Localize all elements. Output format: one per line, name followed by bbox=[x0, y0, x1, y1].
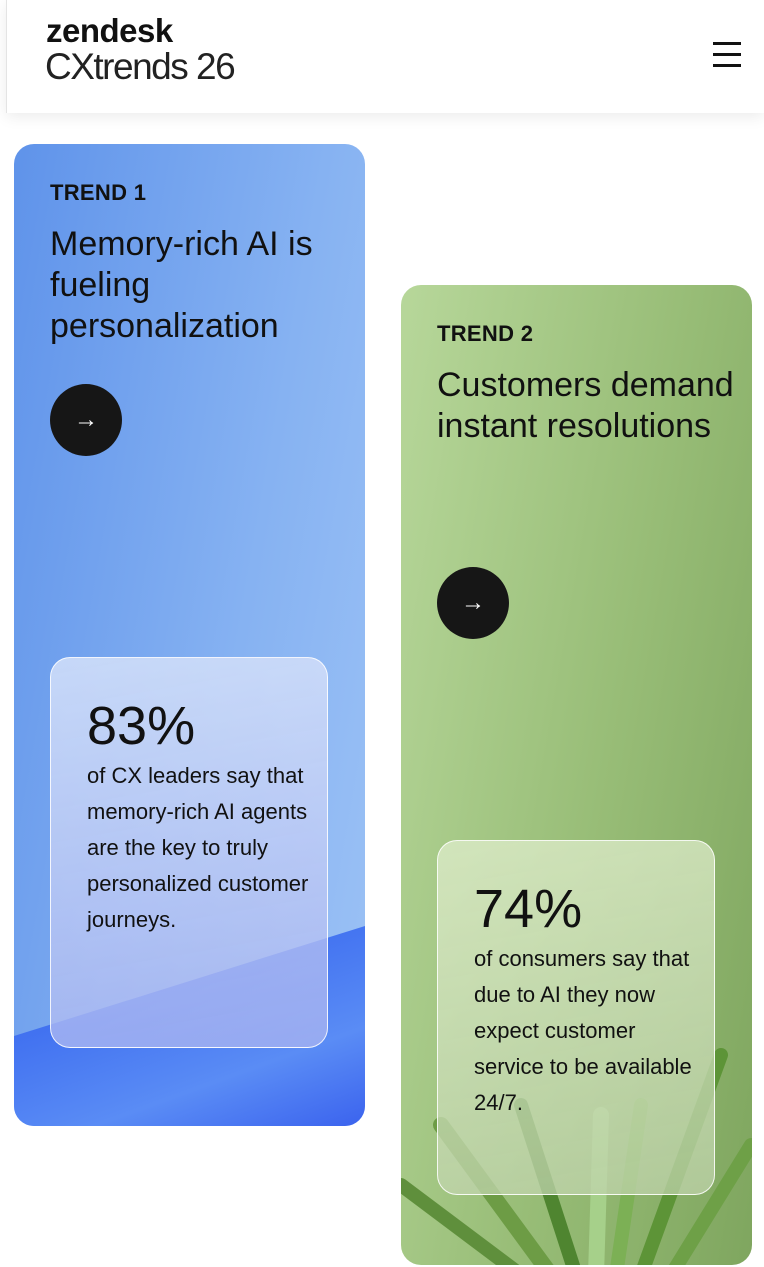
arrow-right-button[interactable]: → bbox=[437, 567, 509, 639]
arrow-right-icon: → bbox=[74, 406, 98, 433]
arrow-right-button[interactable]: → bbox=[50, 384, 122, 456]
trend-label: TREND 1 bbox=[50, 180, 147, 205]
trend-title: Customers demand instant resolutions bbox=[437, 366, 734, 445]
trend-card-2[interactable]: TREND 2 Customers demand instant resolut… bbox=[401, 285, 752, 1265]
arrow-right-icon: → bbox=[461, 589, 485, 616]
stat-box: 74% of consumers say that due to AI they… bbox=[437, 840, 715, 1195]
site-header: zendesk CXtrends 26 bbox=[6, 0, 764, 113]
stat-description: of CX leaders say that memory-rich AI ag… bbox=[87, 763, 309, 932]
trend-label: TREND 2 bbox=[437, 321, 534, 346]
stat-value: 74% bbox=[474, 879, 583, 939]
trend-title: Memory-rich AI is fueling personalizatio… bbox=[50, 225, 313, 345]
stat-box: 83% of CX leaders say that memory-rich A… bbox=[50, 657, 328, 1048]
trend-card-1[interactable]: TREND 1 Memory-rich AI is fueling person… bbox=[14, 144, 365, 1126]
stat-value: 83% bbox=[87, 696, 196, 756]
cxtrends-logo[interactable]: CXtrends 26 bbox=[45, 46, 236, 87]
hamburger-menu-icon[interactable] bbox=[713, 40, 743, 70]
zendesk-logo[interactable]: zendesk bbox=[46, 12, 173, 49]
stat-description: of consumers say that due to AI they now… bbox=[474, 946, 692, 1115]
